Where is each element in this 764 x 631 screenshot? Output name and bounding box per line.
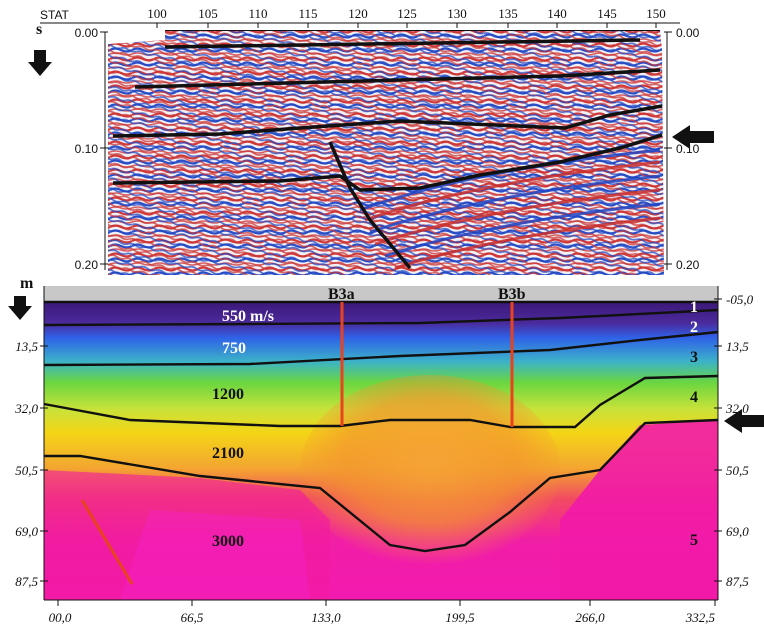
depth-ticks: 13,5 32,0 50,5 69,0 87,5 -05,0 13,5 32,0 50,5 69,… [14, 292, 753, 589]
station-tick-label: 135 [498, 6, 518, 21]
station-tick-label: 115 [298, 6, 317, 21]
layer-number-2: 2 [690, 319, 698, 336]
velocity-boundaries [43, 300, 719, 553]
depth-tick-label-left: 50,5 [15, 463, 38, 478]
left-arrow-icon [672, 125, 714, 149]
station-tick-label: 150 [646, 6, 666, 21]
station-tick-label: 120 [348, 6, 368, 21]
time-tick-label-right: 0.10 [676, 142, 700, 156]
depth-tick-label-left: 13,5 [15, 339, 38, 354]
velocity-label-2100: 2100 [212, 445, 244, 462]
station-tick-label: 130 [447, 6, 467, 21]
boundary-5 [44, 418, 719, 553]
layer-number-1: 1 [690, 299, 698, 316]
station-tick-label: 110 [248, 6, 267, 21]
distance-ticks: 00,0 66,5 133,0 199,5 266,0 332,5 [49, 600, 716, 625]
borehole-label-b3b: B3b [498, 286, 526, 303]
borehole-label-b3a: B3a [328, 286, 355, 303]
depth-tick-label-right: 69,0 [726, 524, 749, 539]
velocity-label-750: 750 [222, 340, 246, 357]
time-tick-label-left: 0.10 [75, 142, 99, 156]
station-tick-label: 140 [547, 6, 567, 21]
seismic-image [108, 30, 664, 275]
station-header-label: STAT [40, 8, 70, 22]
seismic-horizons [112, 38, 663, 270]
horizon-3 [112, 104, 663, 138]
layer-number-3: 3 [690, 349, 698, 366]
velocity-label-3000: 3000 [212, 533, 244, 550]
fault-line [328, 141, 412, 270]
distance-tick-label: 266,0 [575, 610, 605, 625]
station-tick-label: 100 [147, 6, 167, 21]
depth-tick-label-right: 13,5 [726, 339, 749, 354]
velocity-label-1200: 1200 [212, 386, 244, 403]
station-tick-label: 125 [397, 6, 417, 21]
station-tick-label: 145 [597, 6, 617, 21]
depth-tick-label-right: 50,5 [726, 463, 749, 478]
distance-tick-label: 133,0 [311, 610, 341, 625]
velocity-label-550: 550 m/s [222, 308, 274, 325]
station-ticks: 100 105 110 115 120 125 130 135 140 145 150 [147, 6, 666, 28]
velocity-section: m B3a B3b 550 m/s 750 1200 [8, 275, 764, 625]
distance-tick-label: 332,5 [685, 610, 716, 625]
left-arrow-icon [724, 409, 764, 433]
horizon-4 [112, 133, 663, 192]
fault-marker [80, 499, 134, 585]
depth-tick-label-right: 32,0 [725, 401, 749, 416]
layer-number-4: 4 [690, 389, 698, 406]
depth-tick-label-left: 32,0 [14, 401, 38, 416]
seismic-unit-label: s [36, 21, 42, 38]
time-tick-label-right: 0.20 [676, 258, 700, 272]
horizon-2 [134, 68, 661, 89]
distance-tick-label: 199,5 [445, 610, 475, 625]
boreholes [340, 302, 514, 427]
velocity-unit-label: m [20, 275, 34, 292]
station-tick-label: 105 [198, 6, 218, 21]
layer-number-5: 5 [690, 532, 698, 549]
depth-tick-label-right: 87,5 [726, 574, 749, 589]
distance-tick-label: 66,5 [181, 610, 204, 625]
distance-tick-label: 00,0 [49, 610, 72, 625]
time-tick-label-right: 0.00 [676, 26, 700, 40]
boundary-2 [43, 308, 719, 327]
boundary-4 [43, 374, 719, 429]
down-arrow-icon [8, 296, 32, 320]
velocity-header-bar [44, 286, 718, 302]
seismic-section: STAT s 100 105 110 115 120 125 130 135 140 145 150… [28, 6, 714, 275]
time-tick-label-left: 0.00 [75, 26, 99, 40]
boundary-3 [43, 330, 719, 367]
depth-tick-label-left: 69,0 [15, 524, 38, 539]
time-tick-label-left: 0.20 [75, 258, 99, 272]
depth-tick-label-left: 87,5 [15, 574, 38, 589]
time-ticks: 0.00 0.10 0.20 0.00 0.10 0.20 [75, 26, 700, 272]
depth-tick-label-right: -05,0 [726, 292, 754, 307]
down-arrow-icon [28, 50, 52, 76]
horizon-1 [164, 38, 641, 49]
